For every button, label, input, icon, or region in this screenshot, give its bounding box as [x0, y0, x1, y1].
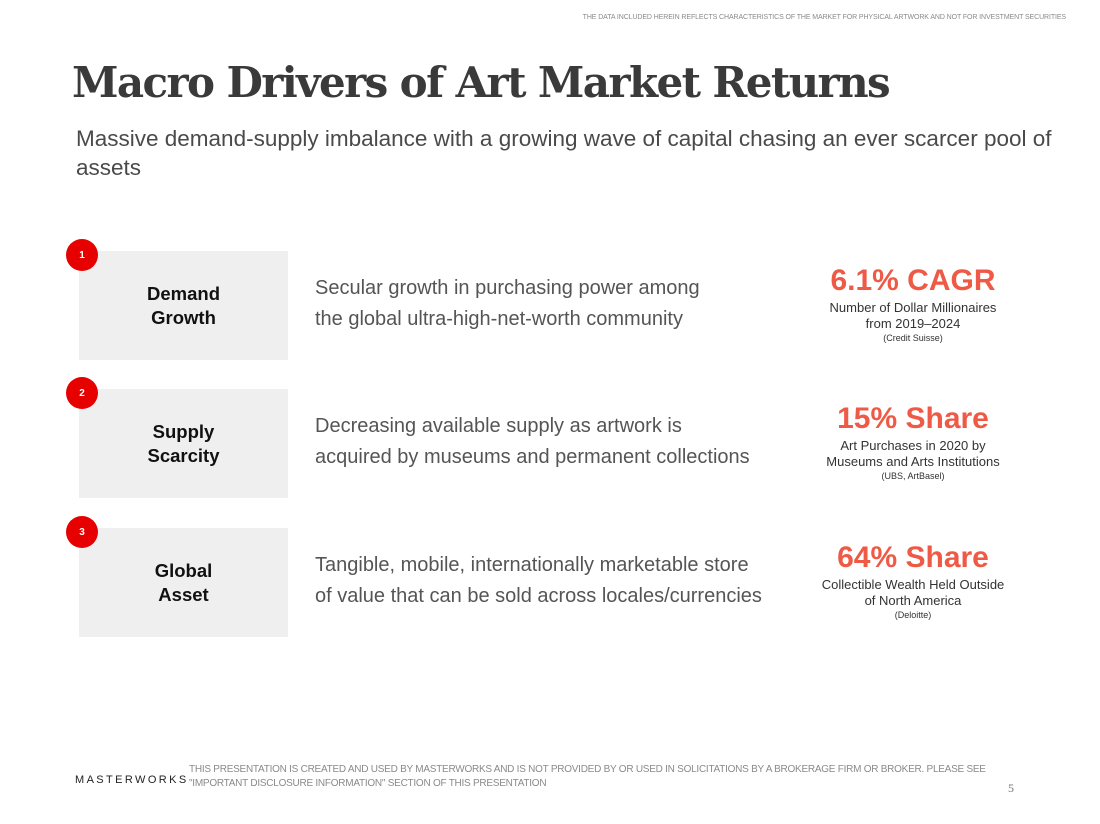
driver-stat: 15% Share Art Purchases in 2020 by Museu…	[795, 401, 1031, 482]
number-badge: 3	[66, 516, 98, 548]
driver-stat: 6.1% CAGR Number of Dollar Millionaires …	[795, 263, 1031, 344]
driver-label: Global Asset	[154, 559, 213, 605]
stat-value: 64% Share	[837, 541, 989, 574]
driver-description: Decreasing available supply as artwork i…	[315, 415, 750, 468]
driver-row-demand: Demand Growth 1 Secular growth in purcha…	[0, 239, 1100, 360]
page-subtitle: Massive demand-supply imbalance with a g…	[76, 126, 1052, 180]
driver-row-supply: Supply Scarcity 2 Decreasing available s…	[0, 377, 1100, 498]
stat-value: 15% Share	[837, 402, 989, 435]
footer-disclaimer: THIS PRESENTATION IS CREATED AND USED BY…	[189, 764, 986, 789]
driver-box: Supply Scarcity	[79, 389, 288, 498]
top-disclaimer: THE DATA INCLUDED HEREIN REFLECTS CHARAC…	[582, 14, 1066, 21]
stat-label: Collectible Wealth Held Outside of North…	[821, 577, 1005, 608]
stat-source: (Credit Suisse)	[883, 333, 943, 343]
driver-label: Supply Scarcity	[147, 420, 220, 466]
driver-description: Tangible, mobile, internationally market…	[315, 554, 762, 607]
number-badge: 2	[66, 377, 98, 409]
stat-source: (UBS, ArtBasel)	[881, 471, 945, 481]
driver-row-global: Global Asset 3 Tangible, mobile, interna…	[0, 516, 1100, 637]
driver-label: Demand Growth	[147, 282, 220, 328]
page-number: 5	[1008, 781, 1014, 795]
stat-label: Art Purchases in 2020 by Museums and Art…	[826, 438, 1000, 469]
masterworks-logo: MASTERWORKS	[75, 774, 189, 786]
driver-box: Demand Growth	[79, 251, 288, 360]
number-badge: 1	[66, 239, 98, 271]
driver-description: Secular growth in purchasing power among…	[315, 277, 700, 330]
driver-stat: 64% Share Collectible Wealth Held Outsid…	[795, 540, 1031, 621]
stat-label: Number of Dollar Millionaires from 2019–…	[829, 300, 997, 331]
driver-box: Global Asset	[79, 528, 288, 637]
stat-value: 6.1% CAGR	[830, 264, 996, 297]
stat-source: (Deloitte)	[894, 610, 932, 620]
page-title: Macro Drivers of Art Market Returns	[72, 58, 891, 107]
